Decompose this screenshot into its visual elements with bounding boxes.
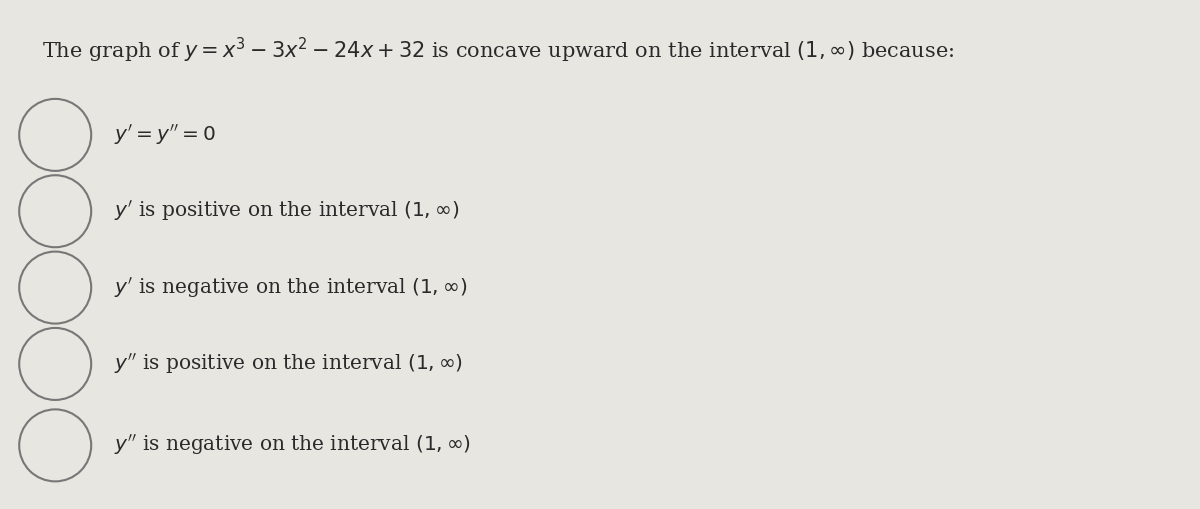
Text: $y' = y'' = 0$: $y' = y'' = 0$ xyxy=(114,123,216,147)
Text: $y''$ is negative on the interval $(1, \infty)$: $y''$ is negative on the interval $(1, \… xyxy=(114,433,472,458)
Text: $y''$ is positive on the interval $(1, \infty)$: $y''$ is positive on the interval $(1, \… xyxy=(114,352,463,376)
Text: $y'$ is positive on the interval $(1, \infty)$: $y'$ is positive on the interval $(1, \i… xyxy=(114,199,460,223)
Text: $y'$ is negative on the interval $(1, \infty)$: $y'$ is negative on the interval $(1, \i… xyxy=(114,275,467,300)
Text: The graph of $y = x^3 - 3x^2 - 24x + 32$ is concave upward on the interval $(1, : The graph of $y = x^3 - 3x^2 - 24x + 32$… xyxy=(42,36,954,65)
